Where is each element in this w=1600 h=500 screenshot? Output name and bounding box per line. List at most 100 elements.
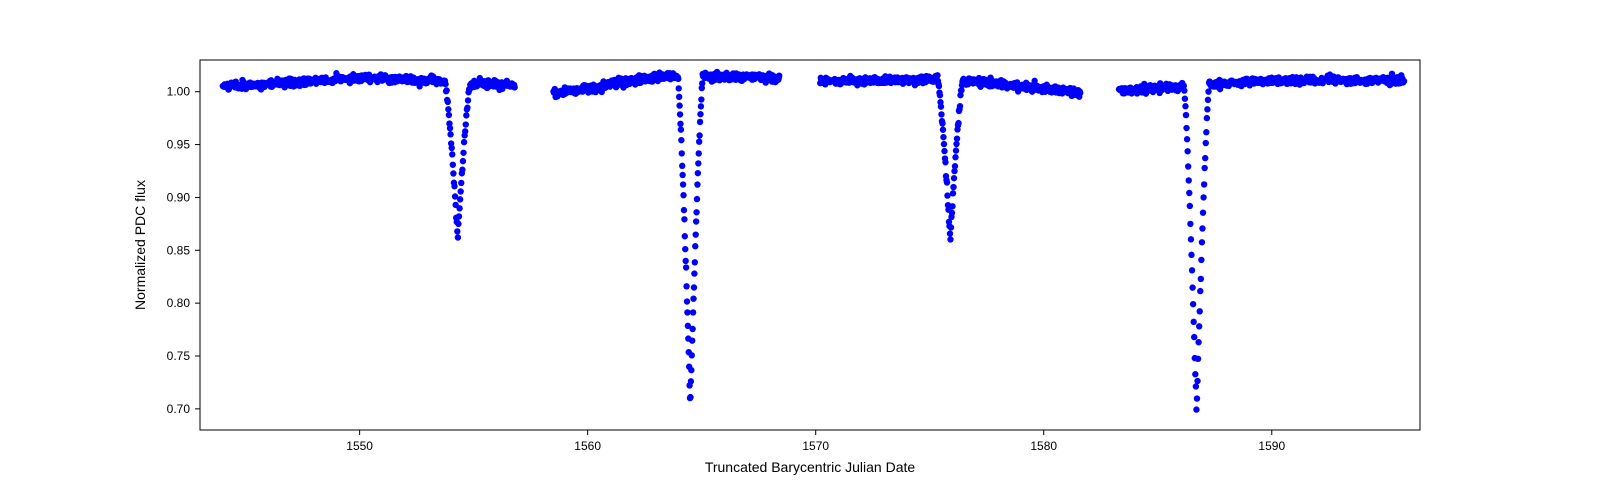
data-point [455,234,461,240]
data-point [1194,378,1200,384]
data-point [460,158,466,164]
y-tick-label: 0.75 [167,349,191,363]
data-point [1189,284,1195,290]
data-point [679,163,685,169]
data-point [692,259,698,265]
data-point [683,264,689,270]
y-tick-label: 0.80 [167,296,191,310]
data-point [445,99,451,105]
data-point [957,103,963,109]
data-point [1199,239,1205,245]
data-point [776,72,782,78]
y-tick-label: 0.70 [167,402,191,416]
data-point [949,203,955,209]
data-point [1196,323,1202,329]
data-point [944,179,950,185]
data-point [954,135,960,141]
data-point [938,111,944,117]
data-point [1185,163,1191,169]
data-point [936,83,942,89]
data-point [1195,356,1201,362]
data-point [1201,165,1207,171]
data-point [942,159,948,165]
y-tick-label: 0.85 [167,243,191,257]
data-point [691,270,697,276]
data-point [680,192,686,198]
data-point [1199,225,1205,231]
data-point [1203,129,1209,135]
data-point [1184,136,1190,142]
data-point [696,150,702,156]
data-point [449,151,455,157]
data-point [690,309,696,315]
data-point [689,352,695,358]
data-point [693,218,699,224]
x-tick-label: 1550 [346,439,373,453]
data-point [688,378,694,384]
data-point [1190,301,1196,307]
data-point [677,121,683,127]
data-point [681,216,687,222]
data-point [681,207,687,213]
data-point [450,170,456,176]
data-point [934,72,940,78]
data-point [941,141,947,147]
data-point [678,126,684,132]
data-point [445,106,451,112]
data-point [684,298,690,304]
data-point [1200,194,1206,200]
data-point [1195,339,1201,345]
data-point [459,167,465,173]
data-point [1077,90,1083,96]
data-point [693,209,699,215]
data-point [679,150,685,156]
data-point [950,190,956,196]
data-point [1192,371,1198,377]
data-point [687,394,693,400]
data-point [691,284,697,290]
data-point [953,147,959,153]
data-point [461,139,467,145]
data-point [1204,115,1210,121]
plot-border [200,60,1420,430]
data-point [1182,96,1188,102]
data-point [947,230,953,236]
x-tick-label: 1580 [1030,439,1057,453]
data-point [1186,177,1192,183]
data-point [511,84,517,90]
data-point [460,150,466,156]
data-point [690,295,696,301]
data-point [1193,406,1199,412]
data-point [443,87,449,93]
data-point [693,231,699,237]
data-point [939,120,945,126]
data-point [1201,181,1207,187]
data-point [697,111,703,117]
data-point [462,128,468,134]
data-point [688,367,694,373]
data-point [456,213,462,219]
data-point [447,125,453,131]
data-point [1182,103,1188,109]
data-point [463,121,469,127]
data-point [676,85,682,91]
chart-svg: 155015601570158015900.700.750.800.850.90… [0,0,1600,500]
data-point [698,103,704,109]
data-point [680,181,686,187]
data-point [1204,106,1210,112]
data-point [1202,155,1208,161]
y-tick-label: 0.90 [167,190,191,204]
y-tick-label: 1.00 [167,85,191,99]
data-point [676,94,682,100]
data-point [442,81,448,87]
data-point [1181,87,1187,93]
data-point [694,196,700,202]
data-point [1189,267,1195,273]
data-point [451,183,457,189]
data-point [1205,97,1211,103]
data-point [457,196,463,202]
data-point [696,138,702,144]
data-point [1401,78,1407,84]
y-axis-label: Normalized PDC flux [132,180,148,310]
data-point [697,119,703,125]
